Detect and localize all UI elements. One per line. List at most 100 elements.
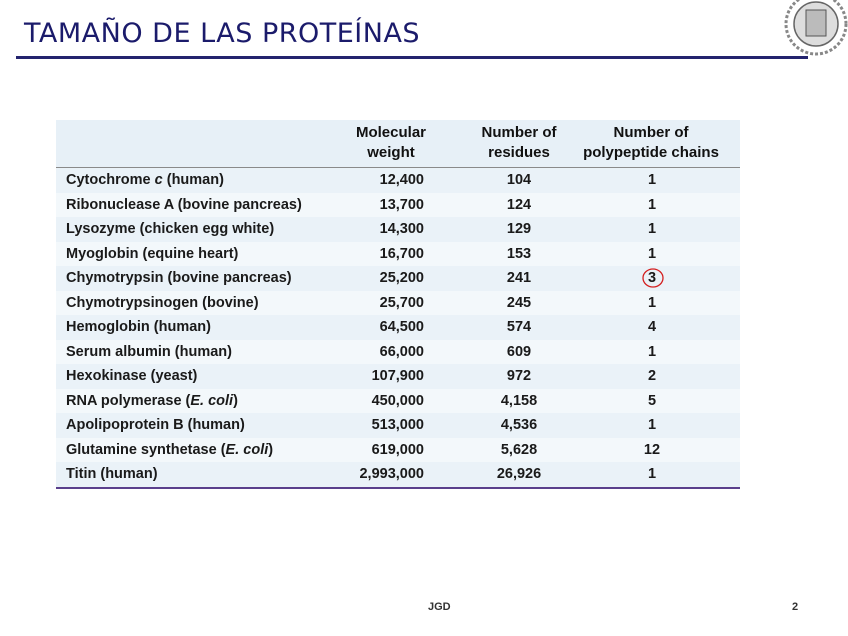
cell: 14,300 [379, 221, 424, 237]
row-label: Titin (human) [66, 466, 158, 482]
cell: 972 [506, 368, 532, 384]
table-row: Hexokinase (yeast) 107,900 972 2 [56, 364, 740, 389]
table-row: Lysozyme (chicken egg white) 14,300 129 1 [56, 217, 740, 242]
cell: 13,700 [379, 196, 424, 213]
cell: 104 [506, 172, 532, 188]
label-part: E. coli [225, 441, 269, 458]
label-part: Hemoglobin (human) [66, 319, 211, 335]
cell: 2,993,000 [359, 466, 424, 482]
cell: 4,536 [500, 417, 538, 433]
row-label: Chymotrypsin (bovine pancreas) [66, 270, 292, 286]
header-line: Number of [613, 124, 689, 141]
row-label: Cytochrome c (human) [66, 172, 224, 188]
table-row: Myoglobin (equine heart) 16,700 153 1 [56, 241, 740, 266]
cell: 1 [647, 466, 657, 482]
cell: 1 [647, 343, 657, 360]
label-part: Lysozyme (chicken egg white) [66, 221, 275, 237]
cell: 66,000 [379, 343, 424, 360]
cell: 4,158 [500, 392, 538, 409]
table-row: Apolipoprotein B (human) 513,000 4,536 1 [56, 413, 740, 438]
row-label: Chymotrypsinogen (bovine) [66, 295, 259, 311]
label-part: Cytochrome [66, 172, 155, 188]
row-label: Hexokinase (yeast) [66, 368, 197, 384]
cell: 574 [506, 319, 532, 335]
cell: 4 [647, 319, 657, 335]
cell: 5,628 [500, 441, 538, 458]
page-number: 2 [792, 601, 799, 613]
row-label: Myoglobin (equine heart) [66, 246, 238, 262]
row-label: Lysozyme (chicken egg white) [66, 221, 274, 237]
footer-author: JGD [428, 601, 451, 613]
row-label: Serum albumin (human) [66, 344, 232, 360]
label-part: ) [268, 441, 274, 458]
table-row: Chymotrypsin (bovine pancreas) 25,200 241 3 [56, 266, 740, 291]
row-label: Glutamine synthetase (E. coli) [66, 442, 273, 458]
header-line: polypeptide chains [583, 144, 719, 161]
cell: 16,700 [379, 245, 424, 262]
column-header: Molecular weight [326, 123, 456, 163]
table-header: Molecular weight Number of residues Number o… [56, 120, 740, 168]
cell: 64,500 [379, 319, 424, 335]
table-row: Glutamine synthetase (E. coli) 619,000 5,6… [56, 437, 740, 462]
label-part: (human) [162, 172, 224, 188]
cell: 1 [647, 417, 657, 433]
table-row: Cytochrome c (human) 12,400 104 1 [56, 168, 740, 193]
cell: 619,000 [371, 441, 424, 458]
cell: 609 [506, 343, 532, 360]
label-part: Apolipoprotein B (human) [66, 417, 245, 433]
column-header: Number of residues [456, 123, 582, 163]
table-row: Serum albumin (human) 66,000 609 1 [56, 339, 740, 364]
cell: 1 [647, 172, 657, 188]
cell: 5 [647, 392, 657, 409]
label-part: E. coli [190, 392, 234, 409]
slide-title: TAMAÑO DE LAS PROTEÍNAS [24, 18, 421, 49]
label-part: Serum albumin (human) [66, 343, 232, 360]
highlight-circle [642, 268, 664, 288]
row-label: RNA polymerase (E. coli) [66, 393, 238, 409]
cell: 1 [647, 245, 657, 262]
header-line: Number of [481, 124, 557, 141]
label-part: Hexokinase (yeast) [66, 368, 198, 384]
cell: 1 [647, 221, 657, 237]
table-row: RNA polymerase (E. coli) 450,000 4,158 5 [56, 388, 740, 413]
cell: 124 [506, 196, 532, 213]
table-row: Titin (human) 2,993,000 26,926 1 [56, 462, 740, 487]
label-part: RNA polymerase ( [66, 392, 191, 409]
label-part: ) [233, 392, 238, 409]
label-part: Ribonuclease A (bovine pancreas) [66, 196, 302, 213]
cell: 1 [647, 196, 657, 213]
table-bottom-rule [56, 486, 740, 489]
label-part: c [154, 172, 163, 188]
row-label: Ribonuclease A (bovine pancreas) [66, 197, 302, 213]
cell: 513,000 [371, 417, 424, 433]
cell: 1 [647, 294, 657, 311]
cell: 2 [647, 368, 657, 384]
table-row: Ribonuclease A (bovine pancreas) 13,700 12… [56, 192, 740, 217]
cell: 107,900 [371, 368, 424, 384]
header-line: residues [488, 144, 550, 161]
cell: 245 [506, 294, 532, 311]
cell: 12,400 [379, 172, 424, 188]
cell: 241 [506, 270, 532, 286]
cell: 129 [506, 221, 532, 237]
label-part: Glutamine synthetase ( [66, 441, 226, 458]
cell: 153 [506, 245, 532, 262]
table-row: Hemoglobin (human) 64,500 574 4 [56, 315, 740, 340]
row-label: Apolipoprotein B (human) [66, 417, 245, 433]
cell: 25,200 [379, 270, 424, 286]
cell: 450,000 [371, 392, 424, 409]
cell: 26,926 [496, 466, 542, 482]
header-line: weight [367, 144, 415, 161]
table-row: Chymotrypsinogen (bovine) 25,700 245 1 [56, 290, 740, 315]
cell: 25,700 [379, 294, 424, 311]
label-part: Titin (human) [66, 466, 158, 482]
header-line: Molecular [355, 124, 427, 141]
cell: 12 [643, 441, 661, 458]
logo [784, 0, 848, 56]
row-label: Hemoglobin (human) [66, 319, 211, 335]
protein-table: Molecular weight Number of residues Number o… [56, 120, 740, 489]
column-header: Number of polypeptide chains [561, 123, 741, 163]
label-part: Chymotrypsinogen (bovine) [66, 294, 259, 311]
label-part: Myoglobin (equine heart) [66, 245, 239, 262]
